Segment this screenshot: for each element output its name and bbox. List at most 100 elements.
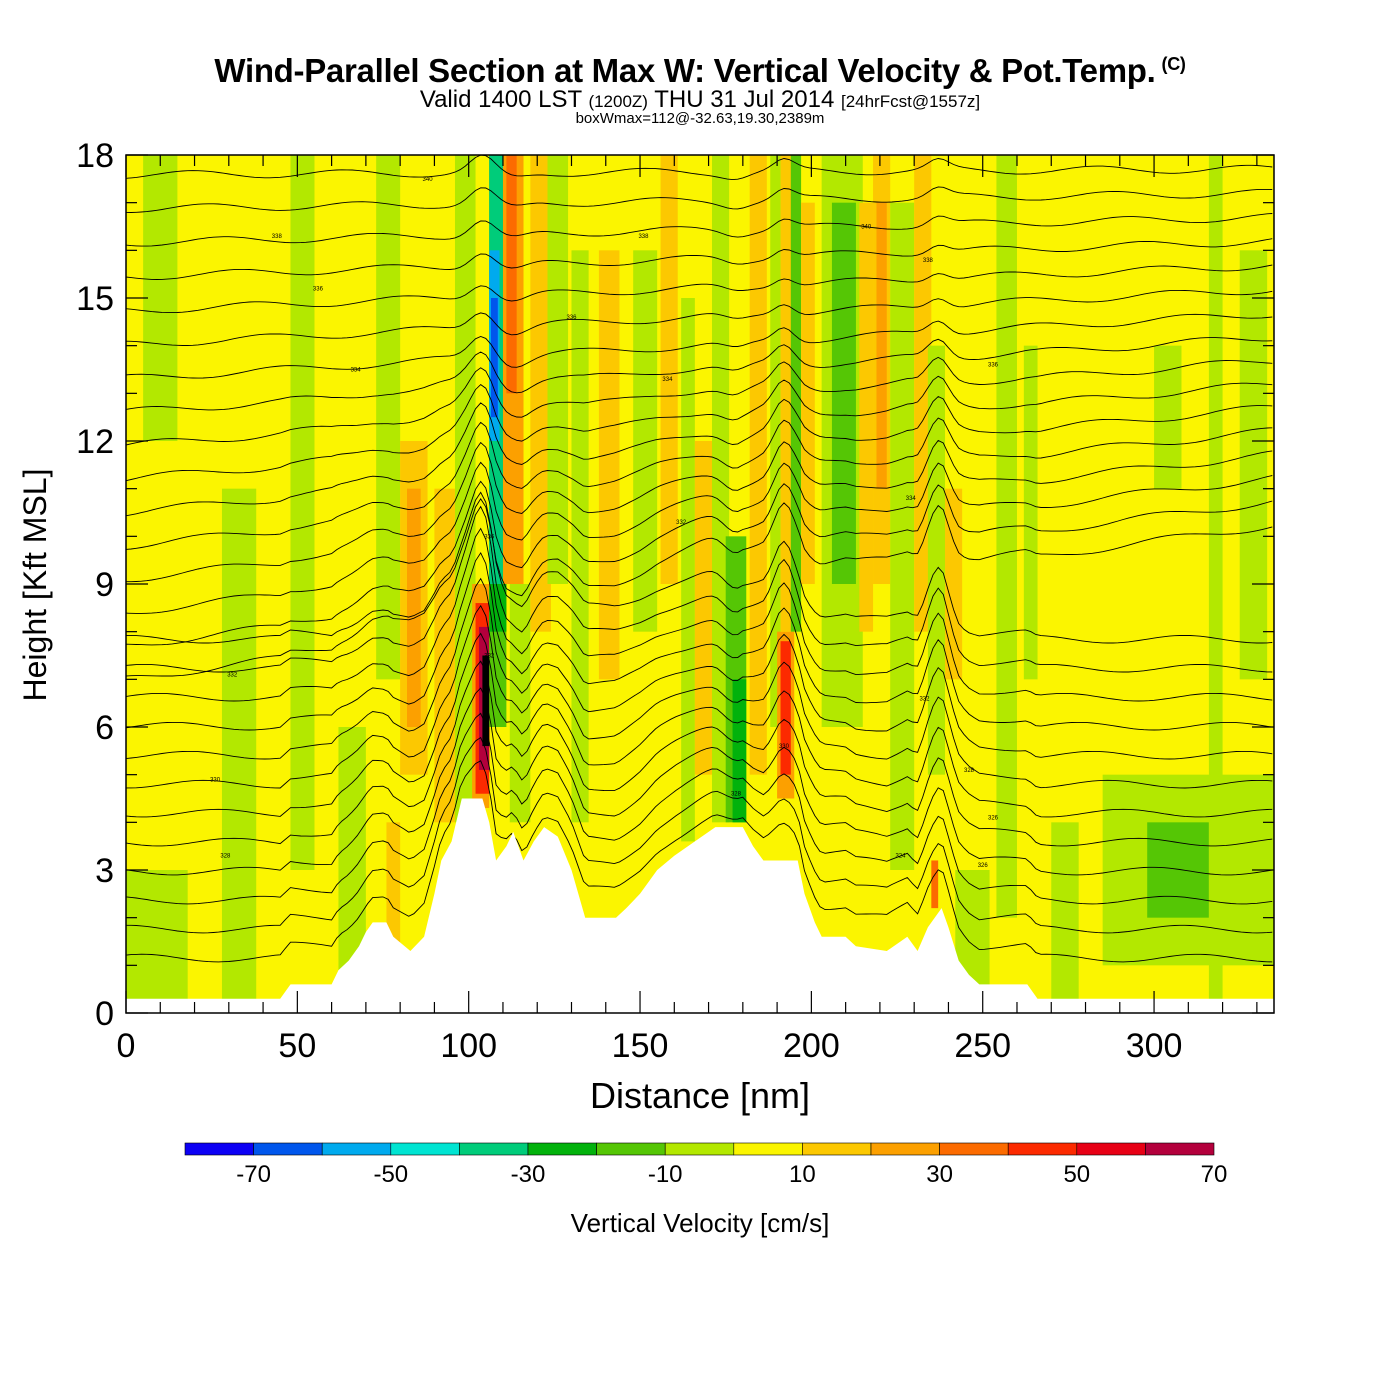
velocity-cell — [376, 155, 401, 680]
velocity-cell — [1239, 250, 1268, 680]
velocity-cell — [598, 250, 620, 680]
velocity-cell — [509, 584, 531, 823]
y-tick-label: 0 — [95, 995, 114, 1033]
isentrope-line — [126, 213, 1273, 247]
velocity-cell — [711, 155, 730, 823]
velocity-cell — [732, 679, 747, 823]
velocity-cell — [996, 155, 1017, 918]
velocity-cell — [454, 155, 476, 823]
velocity-cell — [1147, 822, 1209, 918]
y-tick-label: 3 — [95, 852, 114, 890]
isentrope-line — [126, 186, 1273, 213]
colorbar-swatch — [664, 1142, 735, 1156]
isentrope-line — [126, 461, 1273, 614]
isentrope-line — [126, 289, 1273, 346]
isentrope-label: 336 — [566, 315, 577, 321]
velocity-cell — [547, 155, 569, 584]
colorbar-tick-label: -70 — [236, 1161, 271, 1188]
velocity-cell — [931, 860, 939, 909]
velocity-cell — [801, 202, 815, 584]
colorbar-tick-label: -50 — [373, 1161, 408, 1188]
valid-prefix: Valid 1400 LST — [419, 86, 582, 113]
colorbar-swatch — [253, 1142, 323, 1156]
colorbar-tick-label: -10 — [648, 1161, 683, 1188]
isentrope-line — [126, 687, 1273, 876]
velocity-cell — [770, 155, 781, 727]
velocity-cell — [945, 488, 963, 680]
isentrope-line — [126, 527, 1273, 702]
isentrope-line — [126, 632, 1273, 818]
isentrope-label: 324 — [895, 854, 906, 860]
isentrope-label: 328 — [731, 792, 742, 798]
isentrope-line — [126, 395, 1273, 517]
isentrope-label: 330 — [779, 744, 790, 750]
colorbar-swatch — [390, 1142, 460, 1156]
velocity-cell — [927, 345, 946, 775]
isentrope-label: 332 — [919, 696, 930, 702]
y-tick-label: 6 — [95, 709, 114, 747]
velocity-cell — [143, 155, 178, 441]
isentrope-line — [126, 712, 1273, 905]
isentrope-label: 332 — [676, 520, 687, 526]
y-tick-label: 9 — [95, 566, 114, 604]
velocity-cell — [859, 202, 874, 632]
colorbar-swatch — [733, 1142, 803, 1156]
y-tick-label: 12 — [76, 423, 114, 461]
velocity-cell — [633, 250, 658, 632]
isentrope-line — [126, 498, 1273, 677]
isentrope-line — [126, 577, 1273, 760]
velocity-cell — [876, 202, 887, 489]
isentrope-label: 336 — [988, 363, 999, 369]
isentrope-label: 328 — [964, 768, 975, 774]
isentrope-line — [126, 660, 1273, 847]
colorbar-swatch — [939, 1142, 1009, 1156]
velocity-cell — [1208, 155, 1223, 1013]
isentrope-line — [126, 155, 1273, 181]
colorbar-label: Vertical Velocity [cm/s] — [571, 1208, 830, 1238]
velocity-cell — [694, 441, 712, 775]
isentrope-line — [126, 551, 1273, 731]
velocity-cell — [831, 202, 856, 584]
isentrope-line — [126, 736, 1273, 934]
velocity-cell — [749, 155, 767, 775]
velocity-cell — [506, 155, 517, 394]
x-tick-label: 300 — [1126, 1027, 1183, 1065]
colorbar-swatch — [527, 1142, 597, 1156]
velocity-cell — [126, 870, 188, 1013]
isentrope-line — [126, 356, 1273, 446]
valid-time-subtitle: Valid 1400 LST (1200Z) THU 31 Jul 2014 [… — [0, 86, 1400, 114]
isentrope-line — [126, 337, 1273, 411]
isentrope-label: 328 — [220, 854, 231, 860]
colorbar-swatch — [802, 1142, 872, 1156]
isentrope-line — [126, 313, 1273, 379]
chart-title-text: Wind-Parallel Section at Max W: Vertical… — [214, 52, 1156, 89]
isentrope-label: 326 — [988, 816, 999, 822]
box-wmax-info: boxWmax=112@-32.63,19.30,2389m — [575, 110, 825, 127]
isentrope-line — [126, 760, 1273, 963]
x-tick-label: 50 — [278, 1027, 316, 1065]
colorbar-tick-label: 10 — [789, 1161, 816, 1188]
x-tick-label: 0 — [117, 1027, 136, 1065]
colorbar-swatch — [321, 1142, 392, 1156]
x-tick-label: 100 — [440, 1027, 497, 1065]
isentrope-line — [126, 439, 1273, 583]
isentrope-label: 340 — [423, 177, 434, 183]
valid-date: THU 31 Jul 2014 — [654, 86, 835, 113]
velocity-cell — [434, 488, 455, 823]
x-tick-label: 150 — [612, 1027, 669, 1065]
colorbar-swatch — [184, 1142, 254, 1156]
isentrope-label: 334 — [662, 377, 673, 383]
isentrope-label: 338 — [272, 234, 283, 240]
copyright-mark: (C) — [1161, 54, 1186, 74]
isentrope-label: 334 — [351, 368, 362, 374]
velocity-cell — [660, 155, 678, 584]
isentrope-line — [126, 375, 1273, 482]
isentrope-label: 336 — [313, 286, 324, 292]
isentrope-label: 340 — [861, 225, 872, 231]
axes: 0 50 100 150 200 250 300 0 3 6 9 12 15 18 — [76, 137, 1274, 1065]
isentrope-line — [126, 264, 1273, 314]
velocity-cell — [914, 155, 932, 632]
isentrope-label: 338 — [638, 234, 649, 240]
velocity-cell — [890, 202, 915, 870]
